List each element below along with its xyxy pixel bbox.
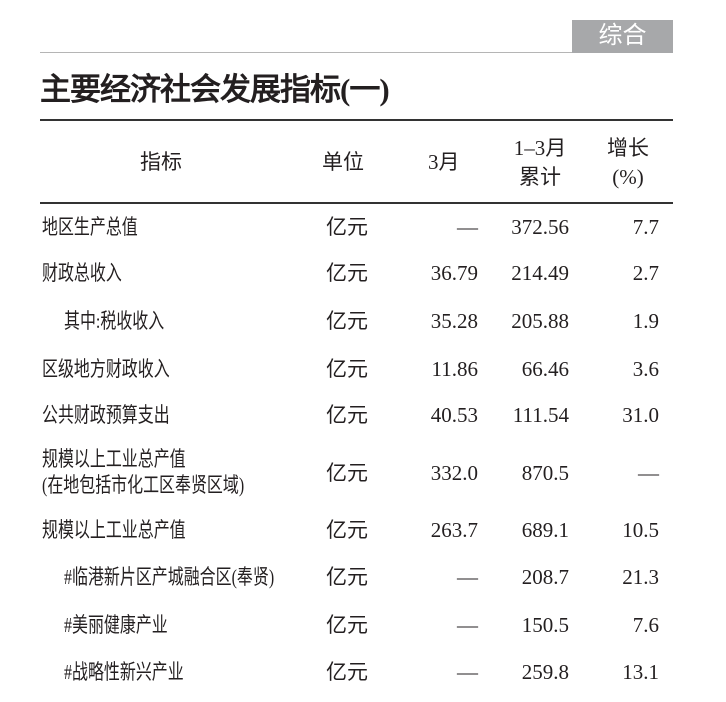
page-title: 主要经济社会发展指标(一) xyxy=(40,72,390,107)
header-month: 3月 xyxy=(428,150,460,174)
indicator-name-line1: 规模以上工业总产值 xyxy=(42,518,186,542)
header-unit: 单位 xyxy=(322,150,364,174)
header-growth-line2: (%) xyxy=(612,165,644,189)
indicator-name: #美丽健康产业 xyxy=(64,612,168,638)
cumulative-value: 214.49 xyxy=(511,261,569,285)
month-value: 36.79 xyxy=(430,261,478,285)
growth-value: 3.6 xyxy=(632,357,659,381)
month-value: — xyxy=(457,215,478,239)
indicator-name-line1: #美丽健康产业 xyxy=(64,613,168,637)
section-tab: 综合 xyxy=(572,20,673,53)
unit-cell: 亿元 xyxy=(326,565,368,589)
header-growth: 增长 (%) xyxy=(598,134,658,192)
indicator-name-line1: 区级地方财政收入 xyxy=(42,357,170,381)
unit-cell: 亿元 xyxy=(326,660,368,684)
cumulative-value: 208.7 xyxy=(521,565,569,589)
header-cumulative-line2: 累计 xyxy=(519,165,561,189)
unit-cell: 亿元 xyxy=(326,461,368,485)
indicator-name: 区级地方财政收入 xyxy=(42,356,170,382)
month-value: 11.86 xyxy=(431,357,478,381)
month-value: — xyxy=(457,613,478,637)
unit-cell: 亿元 xyxy=(326,518,368,542)
top-rule xyxy=(40,52,572,53)
header-cumulative-line1: 1–3月 xyxy=(513,136,567,160)
indicator-name-line1: 地区生产总值 xyxy=(42,215,138,239)
growth-value: 21.3 xyxy=(622,565,659,589)
header-cumulative: 1–3月 累计 xyxy=(505,134,575,192)
indicator-name-line1: #临港新片区产城融合区(奉贤) xyxy=(64,565,275,589)
indicator-name: #临港新片区产城融合区(奉贤) xyxy=(64,564,274,590)
indicator-name-line1: #战略性新兴产业 xyxy=(64,660,184,684)
indicator-name: 公共财政预算支出 xyxy=(42,402,170,428)
cumulative-value: 372.56 xyxy=(511,215,569,239)
unit-cell: 亿元 xyxy=(326,261,368,285)
indicator-name: 财政总收入 xyxy=(42,260,122,286)
growth-value: 10.5 xyxy=(622,518,659,542)
header-indicator: 指标 xyxy=(140,150,182,174)
indicator-name: 地区生产总值 xyxy=(42,214,138,240)
cumulative-value: 150.5 xyxy=(521,613,569,637)
indicator-name: #战略性新兴产业 xyxy=(64,659,184,685)
indicator-name-line1: 公共财政预算支出 xyxy=(42,403,170,427)
cumulative-value: 870.5 xyxy=(521,461,569,485)
unit-cell: 亿元 xyxy=(326,309,368,333)
growth-value: — xyxy=(638,461,659,485)
indicator-name-line1: 其中:税收收入 xyxy=(64,309,165,333)
month-value: — xyxy=(457,565,478,589)
unit-cell: 亿元 xyxy=(326,357,368,381)
cumulative-value: 111.54 xyxy=(512,403,569,427)
table-top-rule xyxy=(40,119,673,121)
growth-value: 1.9 xyxy=(632,309,659,333)
growth-value: 7.6 xyxy=(632,613,659,637)
header-growth-line1: 增长 xyxy=(607,136,649,160)
unit-cell: 亿元 xyxy=(326,403,368,427)
growth-value: 7.7 xyxy=(632,215,659,239)
unit-cell: 亿元 xyxy=(326,613,368,637)
indicator-name-line1: 财政总收入 xyxy=(42,261,122,285)
indicator-name: 规模以上工业总产值 (在地包括市化工区奉贤区域) xyxy=(42,446,244,498)
header-bottom-rule xyxy=(40,202,673,204)
month-value: 40.53 xyxy=(430,403,478,427)
cumulative-value: 259.8 xyxy=(521,660,569,684)
month-value: 263.7 xyxy=(430,518,478,542)
growth-value: 13.1 xyxy=(622,660,659,684)
indicator-name-line2: (在地包括市化工区奉贤区域) xyxy=(42,473,245,497)
unit-cell: 亿元 xyxy=(326,215,368,239)
month-value: — xyxy=(457,660,478,684)
month-value: 35.28 xyxy=(430,309,478,333)
cumulative-value: 689.1 xyxy=(521,518,569,542)
indicator-name: 规模以上工业总产值 xyxy=(42,517,186,543)
cumulative-value: 66.46 xyxy=(521,357,569,381)
cumulative-value: 205.88 xyxy=(511,309,569,333)
indicator-name: 其中:税收收入 xyxy=(64,308,164,334)
growth-value: 2.7 xyxy=(632,261,659,285)
month-value: 332.0 xyxy=(430,461,478,485)
indicator-name-line1: 规模以上工业总产值 xyxy=(42,447,186,471)
growth-value: 31.0 xyxy=(622,403,659,427)
